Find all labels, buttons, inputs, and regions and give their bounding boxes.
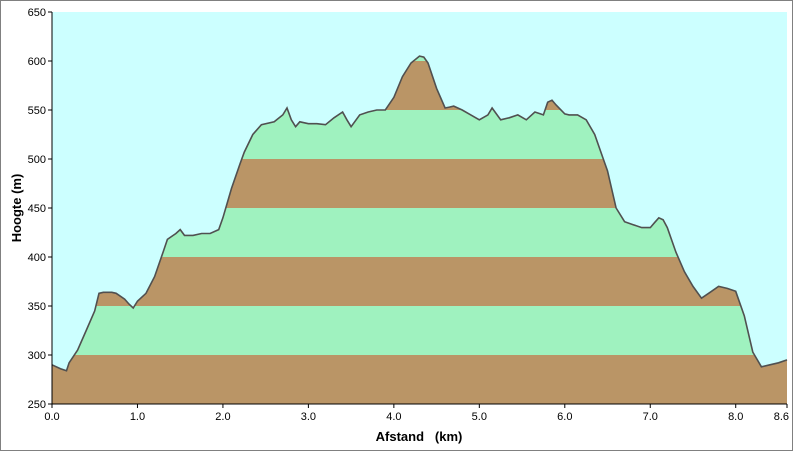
x-axis-title: Afstand (km) bbox=[376, 429, 463, 444]
y-tick-label: 250 bbox=[28, 399, 46, 411]
y-tick-label: 300 bbox=[28, 350, 46, 362]
x-tick-label: 8.6 bbox=[774, 411, 789, 423]
y-tick-label: 450 bbox=[28, 203, 46, 215]
y-axis-title: Hoogte (m) bbox=[9, 174, 24, 243]
x-tick-label: 5.0 bbox=[472, 411, 487, 423]
y-tick-label: 400 bbox=[28, 252, 46, 264]
x-tick-label: 3.0 bbox=[301, 411, 316, 423]
elevation-band bbox=[52, 56, 787, 61]
elevation-band bbox=[52, 257, 787, 306]
x-tick-label: 6.0 bbox=[557, 411, 572, 423]
x-tick-label: 2.0 bbox=[215, 411, 230, 423]
x-tick-label: 1.0 bbox=[130, 411, 145, 423]
elevation-profile-line bbox=[51, 55, 788, 372]
y-tick-label: 550 bbox=[28, 105, 46, 117]
y-tick-label: 350 bbox=[28, 301, 46, 313]
x-tick-label: 0.0 bbox=[44, 411, 59, 423]
x-tick-label: 4.0 bbox=[386, 411, 401, 423]
y-tick-label: 650 bbox=[28, 7, 46, 19]
elevation-band bbox=[52, 355, 787, 404]
x-tick-label: 7.0 bbox=[643, 411, 658, 423]
axes: 250 300 350 400 450 500 550 600 650 0.0 1.0 2.0 3.0 4… bbox=[28, 7, 789, 423]
elevation-band bbox=[52, 306, 787, 355]
y-tick-label: 500 bbox=[28, 154, 46, 166]
y-tick-label: 600 bbox=[28, 56, 46, 68]
x-tick-label: 8.0 bbox=[728, 411, 743, 423]
